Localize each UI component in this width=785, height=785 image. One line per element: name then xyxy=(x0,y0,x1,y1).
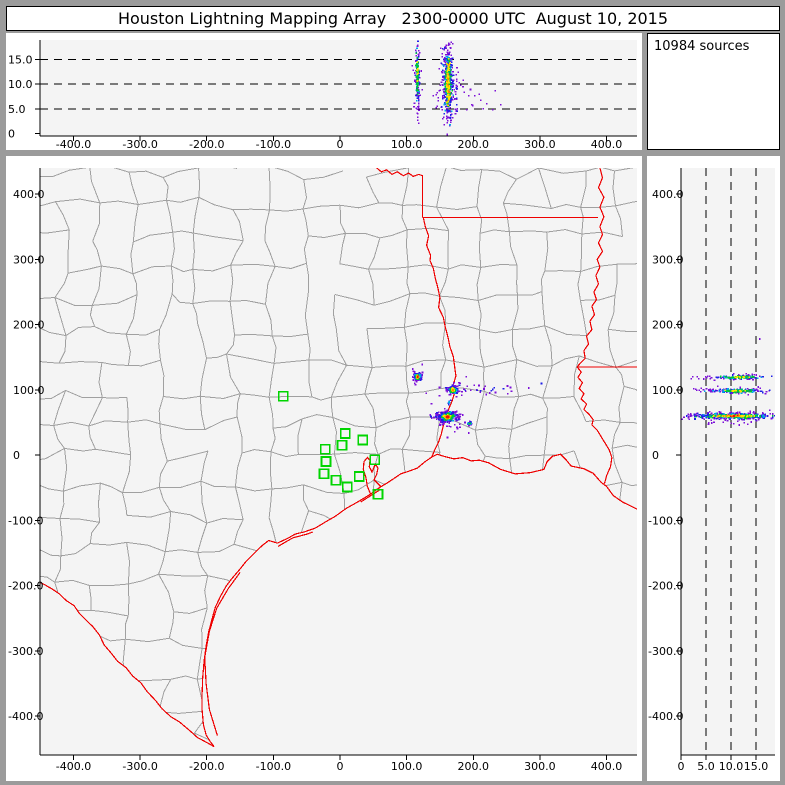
tick-label: 400.0 xyxy=(591,760,623,773)
tick-label: 100.0 xyxy=(391,760,423,773)
tick-label: 0 xyxy=(678,760,685,773)
sources-count: 10984 sources xyxy=(654,39,750,54)
sources-box: 10984 sources xyxy=(647,33,780,150)
tick-label: -100.0 xyxy=(648,514,683,527)
lightning-sources-cyan xyxy=(415,47,455,126)
station-marker xyxy=(340,428,351,439)
tick-label: 200.0 xyxy=(13,319,45,332)
ew-altitude-panel: -400.0 -300.0 -200.0 -100.0 0 100.0 200.0 300.0… xyxy=(6,33,642,150)
lightning-sources-yellow xyxy=(415,374,455,420)
tick-label: -300.0 xyxy=(8,645,43,658)
ns-altitude-panel: 0 5.0 10.0 15.0 400.0 300.0 200.0 100.0 0 -100.0 -… xyxy=(647,156,780,781)
ns-plot-background xyxy=(681,168,775,755)
tick-label: 0 xyxy=(13,449,20,462)
lightning-sources-red xyxy=(730,414,739,417)
tick-label: 0 xyxy=(652,449,659,462)
tick-label: 400.0 xyxy=(591,138,623,150)
tick-label: -300.0 xyxy=(648,645,683,658)
state-boundary-lower-mississippi xyxy=(576,366,613,484)
station-marker xyxy=(354,471,365,482)
figure-title-text: Houston Lightning Mapping Array 2300-000… xyxy=(117,9,669,28)
tick-label: 100.0 xyxy=(391,138,423,150)
ns-altitude-plot[interactable]: 0 5.0 10.0 15.0 400.0 300.0 200.0 100.0 0 -100.0 -… xyxy=(647,156,780,781)
tick-label: 100.0 xyxy=(13,384,45,397)
tick-label: -200.0 xyxy=(8,580,43,593)
state-boundary-rio-grande xyxy=(40,581,215,748)
tick-label: 100.0 xyxy=(652,384,684,397)
tick-label: 300.0 xyxy=(652,253,684,266)
tick-label: 300.0 xyxy=(13,253,45,266)
tick-label: 15.0 xyxy=(744,760,769,773)
tick-label: 0 xyxy=(337,760,344,773)
tick-label: 400.0 xyxy=(652,188,684,201)
ns-plot-content xyxy=(681,168,775,755)
state-boundary-red-river xyxy=(376,168,424,218)
map-background xyxy=(40,168,637,755)
tick-label: 10.0 xyxy=(719,760,744,773)
tick-label: -100.0 xyxy=(8,514,43,527)
tick-label: 400.0 xyxy=(13,188,45,201)
ew-plot-background xyxy=(40,40,637,136)
lightning-sources-yellow xyxy=(416,57,451,107)
map-plot[interactable]: -400.0 -300.0 -200.0 -100.0 0 100.0 200.0 300.0… xyxy=(6,156,642,781)
station-marker xyxy=(357,434,368,446)
station-marker xyxy=(320,456,332,467)
tick-label: -200.0 xyxy=(189,138,224,150)
tick-label: 0 xyxy=(337,138,344,150)
tick-label: -300.0 xyxy=(122,138,157,150)
ew-plot-content xyxy=(40,40,637,136)
tick-label: -300.0 xyxy=(122,760,157,773)
figure-title: Houston Lightning Mapping Array 2300-000… xyxy=(6,6,780,31)
tick-label: 300.0 xyxy=(524,138,556,150)
tick-label: 15.0 xyxy=(8,53,33,66)
tick-label: 5.0 xyxy=(697,760,715,773)
tick-label: 5.0 xyxy=(8,103,26,116)
tick-label: -100.0 xyxy=(256,760,291,773)
tick-label: -100.0 xyxy=(256,138,291,150)
station-markers xyxy=(278,390,384,500)
state-boundary-galveston-bay xyxy=(362,456,382,495)
station-marker xyxy=(318,468,330,480)
state-boundary-matagorda-peninsula xyxy=(277,531,313,547)
ew-altitude-plot[interactable]: -400.0 -300.0 -200.0 -100.0 0 100.0 200.0 300.0… xyxy=(6,33,642,150)
tick-label: 0 xyxy=(8,128,15,141)
state-boundary-padre-island xyxy=(204,572,241,736)
tick-label: -200.0 xyxy=(648,580,683,593)
tick-label: -400.0 xyxy=(56,760,91,773)
tick-label: 200.0 xyxy=(652,319,684,332)
tick-label: 200.0 xyxy=(458,138,490,150)
station-marker xyxy=(369,454,380,465)
state-boundary-mississippi-river xyxy=(576,168,605,368)
tick-label: -400.0 xyxy=(56,138,91,150)
station-marker xyxy=(336,439,348,451)
tick-label: 10.0 xyxy=(8,78,33,91)
station-marker xyxy=(330,475,342,486)
tick-label: 300.0 xyxy=(524,760,556,773)
tick-label: -400.0 xyxy=(8,710,43,723)
tick-label: -200.0 xyxy=(189,760,224,773)
map-panel: -400.0 -300.0 -200.0 -100.0 0 100.0 200.0 300.0… xyxy=(6,156,642,781)
tick-label: -400.0 xyxy=(648,710,683,723)
station-marker xyxy=(372,488,384,500)
station-marker xyxy=(342,481,353,493)
station-marker xyxy=(278,390,289,402)
tick-label: 200.0 xyxy=(458,760,490,773)
lightning-sources-orange xyxy=(446,64,451,102)
state-boundary-galveston-island xyxy=(360,489,380,503)
station-marker xyxy=(320,443,331,455)
